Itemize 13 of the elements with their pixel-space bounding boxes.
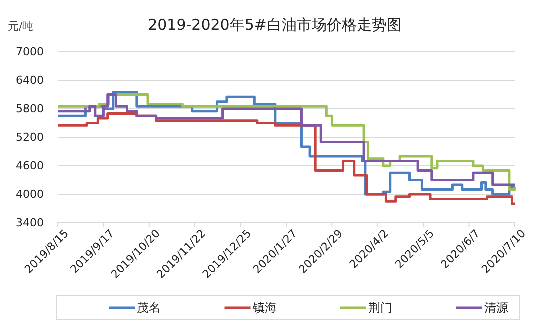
y-tick-label: 4000 [16, 188, 44, 202]
chart-title: 2019-2020年5#白油市场价格走势图 [148, 16, 402, 34]
y-tick-label: 5200 [16, 131, 44, 144]
y-tick-label: 3400 [16, 216, 44, 230]
legend-label: 茂名 [137, 301, 161, 315]
y-tick-label: 6400 [16, 74, 44, 88]
y-tick-label: 4600 [16, 160, 44, 173]
legend-label: 清源 [484, 301, 508, 315]
y-tick-label: 5800 [16, 102, 44, 116]
y-tick-label: 7000 [16, 46, 44, 59]
legend-label: 荆门 [368, 301, 392, 315]
y-axis-title: 元/吨 [8, 20, 34, 33]
legend-label: 镇海 [252, 301, 277, 315]
